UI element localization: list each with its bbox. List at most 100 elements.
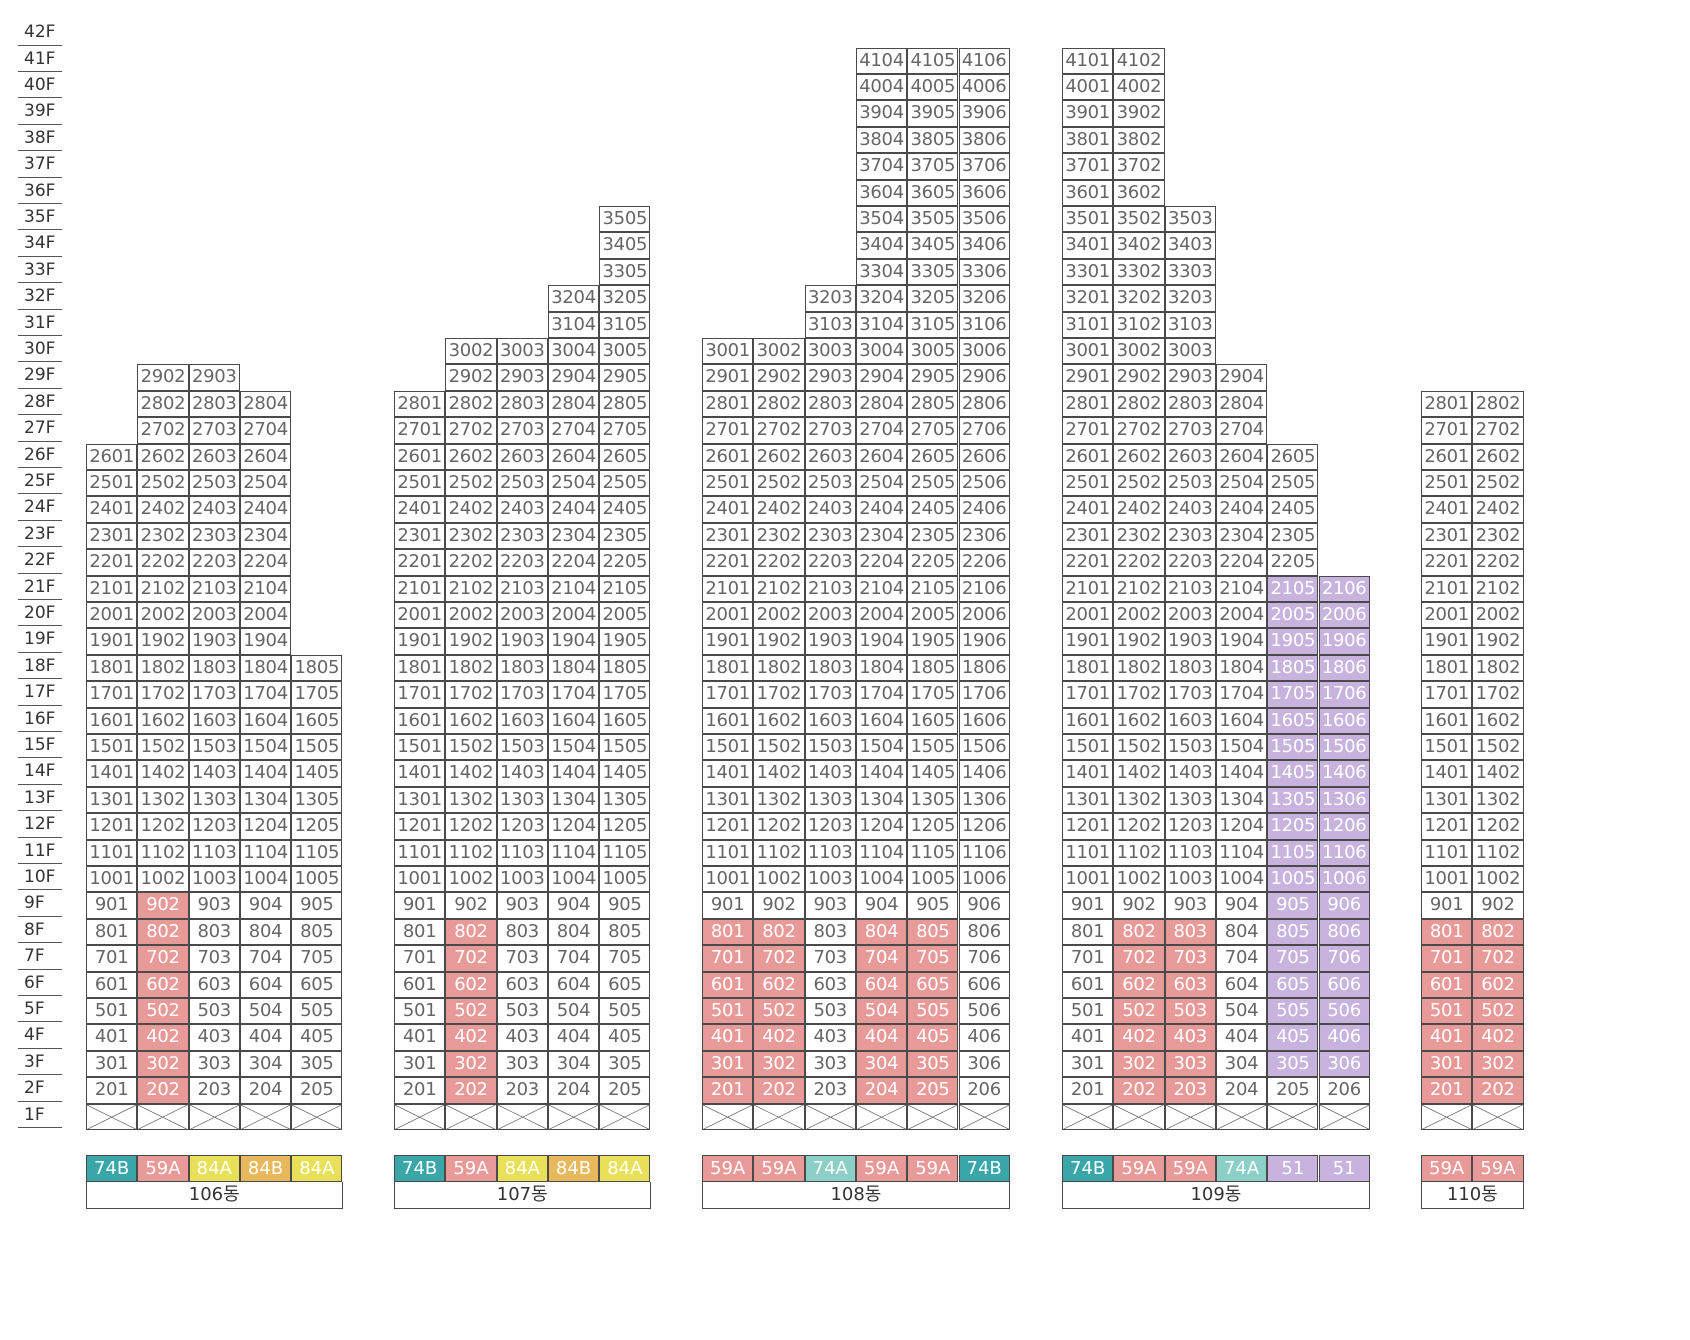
unit-cell[interactable]: 604	[1215, 971, 1268, 998]
unit-cell[interactable]: 302	[753, 1050, 805, 1078]
unit-cell[interactable]: 2901	[702, 364, 754, 391]
unit-cell[interactable]: 2601	[86, 443, 138, 470]
unit-cell[interactable]: 2704	[239, 417, 292, 444]
unit-cell[interactable]: 3701	[1062, 153, 1114, 180]
unit-cell[interactable]: 1802	[1472, 654, 1524, 682]
unit-cell[interactable]: 1504	[239, 734, 292, 761]
unit-cell[interactable]: 2402	[1113, 496, 1165, 523]
unit-cell[interactable]: 2101	[702, 575, 754, 602]
unit-cell[interactable]: 4005	[907, 74, 959, 101]
unit-cell[interactable]: 1302	[445, 786, 497, 814]
unit-cell[interactable]: 3006	[958, 338, 1010, 365]
unit-cell[interactable]: 901	[1421, 892, 1473, 919]
unit-cell[interactable]: 1803	[496, 654, 548, 682]
unit-cell[interactable]: 1101	[702, 839, 754, 866]
unit-cell[interactable]: 2102	[753, 575, 805, 602]
unit-cell[interactable]: 503	[188, 998, 240, 1025]
unit-cell[interactable]: 1202	[137, 813, 189, 840]
unit-cell[interactable]: 2906	[958, 364, 1010, 391]
unit-cell[interactable]: 1805	[291, 654, 343, 682]
unit-cell[interactable]: 1203	[1164, 813, 1216, 840]
unit-cell[interactable]: 2003	[1164, 602, 1216, 629]
unit-cell[interactable]: 2301	[1062, 522, 1114, 550]
unit-cell[interactable]: 2203	[804, 549, 856, 576]
unit-cell[interactable]: 2804	[239, 390, 292, 418]
unit-cell[interactable]: 3106	[958, 311, 1010, 338]
unit-cell[interactable]: 1202	[753, 813, 805, 840]
unit-cell[interactable]: 705	[291, 945, 343, 972]
unit-cell[interactable]: 3506	[958, 206, 1010, 233]
unit-cell[interactable]: 803	[496, 918, 548, 946]
unit-cell[interactable]: 2404	[547, 496, 600, 523]
unit-cell[interactable]: 2503	[804, 470, 856, 497]
unit-cell[interactable]: 701	[1421, 945, 1473, 972]
unit-cell[interactable]: 2101	[1062, 575, 1114, 602]
unit-cell[interactable]: 1501	[1421, 734, 1473, 761]
unit-cell[interactable]: 403	[1164, 1024, 1216, 1051]
unit-cell[interactable]: 1505	[291, 734, 343, 761]
unit-cell[interactable]: 1604	[1215, 707, 1268, 734]
unit-cell[interactable]: 3102	[1113, 311, 1165, 338]
unit-cell[interactable]: 2904	[1215, 364, 1268, 391]
unit-cell[interactable]: 2404	[1215, 496, 1268, 523]
unit-cell[interactable]: 801	[1421, 918, 1473, 946]
unit-cell[interactable]: 1804	[547, 654, 600, 682]
unit-cell[interactable]: 2105	[1267, 575, 1319, 602]
unit-cell[interactable]: 1405	[599, 760, 651, 787]
unit-cell[interactable]: 2404	[239, 496, 292, 523]
unit-cell[interactable]: 701	[86, 945, 138, 972]
unit-cell[interactable]: 902	[1472, 892, 1524, 919]
unit-cell[interactable]: 1501	[1062, 734, 1114, 761]
unit-cell[interactable]: 2305	[599, 522, 651, 550]
unit-cell[interactable]: 1506	[1318, 734, 1370, 761]
unit-cell[interactable]: 504	[547, 998, 600, 1025]
unit-cell[interactable]: 2202	[1472, 549, 1524, 576]
unit-cell[interactable]: 2206	[958, 549, 1010, 576]
unit-cell[interactable]: 701	[702, 945, 754, 972]
unit-cell[interactable]: 1403	[1164, 760, 1216, 787]
unit-cell[interactable]: 405	[599, 1024, 651, 1051]
unit-cell[interactable]: 2703	[496, 417, 548, 444]
unit-cell[interactable]: 2101	[86, 575, 138, 602]
unit-cell[interactable]: 2303	[496, 522, 548, 550]
unit-cell[interactable]: 2501	[1421, 470, 1473, 497]
unit-cell[interactable]: 202	[137, 1077, 189, 1104]
unit-cell[interactable]: 403	[496, 1024, 548, 1051]
unit-cell[interactable]: 1802	[1113, 654, 1165, 682]
unit-cell[interactable]: 2803	[804, 390, 856, 418]
unit-cell[interactable]: 2802	[1113, 390, 1165, 418]
unit-cell[interactable]: 4106	[958, 47, 1010, 74]
unit-cell[interactable]: 2801	[702, 390, 754, 418]
unit-cell[interactable]: 2502	[137, 470, 189, 497]
unit-cell[interactable]: 1403	[188, 760, 240, 787]
unit-cell[interactable]: 4004	[855, 74, 908, 101]
unit-cell[interactable]: 1201	[394, 813, 446, 840]
unit-cell[interactable]: 1603	[1164, 707, 1216, 734]
unit-cell[interactable]: 1104	[239, 839, 292, 866]
unit-cell[interactable]: 1201	[86, 813, 138, 840]
unit-cell[interactable]: 601	[1062, 971, 1114, 998]
unit-cell[interactable]: 202	[1472, 1077, 1524, 1104]
unit-cell[interactable]: 1502	[137, 734, 189, 761]
unit-cell[interactable]: 1004	[1215, 866, 1268, 893]
unit-cell[interactable]: 1701	[86, 681, 138, 708]
unit-cell[interactable]: 606	[1318, 971, 1370, 998]
unit-cell[interactable]: 3602	[1113, 179, 1165, 206]
unit-cell[interactable]: 3406	[958, 232, 1010, 259]
unit-cell[interactable]: 1501	[86, 734, 138, 761]
unit-cell[interactable]: 1301	[1421, 786, 1473, 814]
unit-cell[interactable]: 1701	[702, 681, 754, 708]
unit-cell[interactable]: 2801	[1062, 390, 1114, 418]
unit-cell[interactable]: 201	[1062, 1077, 1114, 1104]
unit-cell[interactable]: 705	[1267, 945, 1319, 972]
unit-cell[interactable]: 1205	[907, 813, 959, 840]
unit-cell[interactable]: 2702	[753, 417, 805, 444]
unit-cell[interactable]: 305	[907, 1050, 959, 1078]
unit-cell[interactable]: 2502	[1113, 470, 1165, 497]
unit-cell[interactable]: 1201	[702, 813, 754, 840]
unit-cell[interactable]: 1901	[86, 628, 138, 655]
unit-cell[interactable]: 2404	[855, 496, 908, 523]
unit-cell[interactable]: 1003	[1164, 866, 1216, 893]
unit-cell[interactable]: 1603	[804, 707, 856, 734]
unit-cell[interactable]: 801	[1062, 918, 1114, 946]
